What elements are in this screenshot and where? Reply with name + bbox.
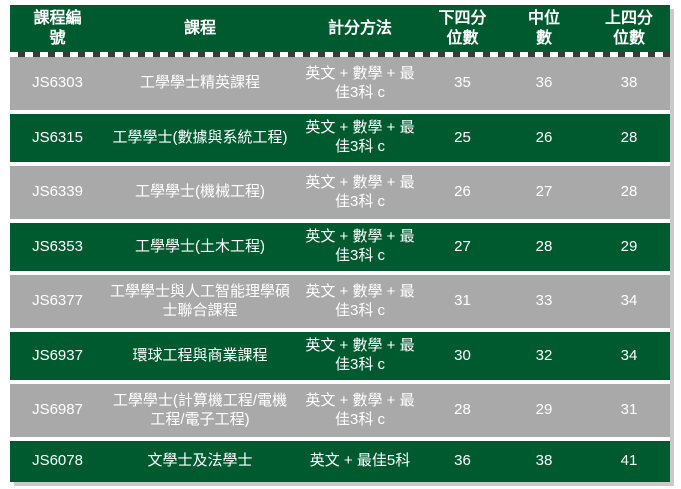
header-course: 課程: [105, 5, 295, 52]
lower-quartile-cell: 35: [454, 74, 471, 92]
median-cell: 27: [535, 183, 553, 201]
course-name-cell: 文學士及法學士: [147, 452, 253, 470]
course-code-cell: JS6353: [32, 237, 83, 255]
scoring-method-cell: 英文 + 數學 + 最佳3科 c: [305, 337, 415, 373]
course-name-cell: 工學學士(機械工程): [135, 183, 265, 201]
scoring-method-cell: 英文 + 數學 + 最佳3科 c: [305, 228, 415, 264]
course-code-cell: JS6315: [32, 128, 83, 146]
upper-quartile-cell: 28: [620, 183, 638, 201]
header-course-code-label: 課程編號: [33, 10, 82, 47]
lower-quartile-cell: 31: [454, 292, 471, 310]
table-row: JS6303 工學學士精英課程 英文 + 數學 + 最佳3科 c 35 36 3…: [10, 57, 670, 110]
upper-quartile-cell: 34: [620, 346, 638, 364]
upper-quartile-cell: 38: [620, 74, 638, 92]
table-row: JS6078 文學士及法學士 英文 + 最佳5科 36 38 41: [10, 441, 670, 482]
median-cell: 38: [535, 452, 553, 470]
table-row: JS6353 工學學士(土木工程) 英文 + 數學 + 最佳3科 c 27 28…: [10, 223, 670, 271]
course-name-cell: 工學學士(數據與系統工程): [112, 128, 288, 146]
header-upper-quartile: 上四分位數: [588, 5, 670, 52]
lower-quartile-cell: 30: [454, 346, 471, 364]
median-cell: 36: [535, 74, 553, 92]
upper-quartile-cell: 31: [620, 401, 638, 419]
scoring-method-cell: 英文 + 數學 + 最佳3科 c: [305, 119, 415, 155]
scoring-method-cell: 英文 + 最佳5科: [309, 452, 411, 470]
median-cell: 29: [535, 401, 553, 419]
course-name-cell: 工學學士(計算機工程/電機工程/電子工程): [112, 391, 288, 428]
median-cell: 32: [535, 346, 553, 364]
lower-quartile-cell: 36: [454, 452, 471, 470]
course-name-cell: 工學學士(土木工程): [135, 237, 265, 255]
table-row: JS6987 工學學士(計算機工程/電機工程/電子工程) 英文 + 數學 + 最…: [10, 384, 670, 437]
dashed-separator: [10, 52, 670, 57]
header-upper-quartile-label: 上四分位數: [604, 10, 653, 47]
course-code-cell: JS6987: [32, 401, 83, 419]
median-cell: 33: [535, 292, 553, 310]
scoring-method-cell: 英文 + 數學 + 最佳3科 c: [305, 64, 415, 101]
header-course-code: 課程編號: [10, 5, 105, 52]
course-name-cell: 工學學士與人工智能理學碩士聯合課程: [110, 282, 291, 319]
lower-quartile-cell: 28: [454, 401, 471, 419]
upper-quartile-cell: 28: [620, 128, 638, 146]
upper-quartile-cell: 41: [620, 452, 638, 470]
table-row: JS6937 環球工程與商業課程 英文 + 數學 + 最佳3科 c 30 32 …: [10, 332, 670, 380]
header-scoring-method-label: 計分方法: [327, 19, 392, 37]
scoring-method-cell: 英文 + 數學 + 最佳3科 c: [305, 391, 415, 428]
scoring-method-cell: 英文 + 數學 + 最佳3科 c: [305, 282, 415, 319]
course-name-cell: 工學學士精英課程: [139, 74, 260, 92]
admission-scores-table: 課程編號 課程 計分方法 下四分位數 中位數 上四分位數 JS6303 工學學士…: [10, 5, 670, 482]
median-cell: 26: [535, 128, 553, 146]
course-code-cell: JS6078: [32, 452, 83, 470]
scoring-method-cell: 英文 + 數學 + 最佳3科 c: [305, 173, 415, 210]
median-cell: 28: [535, 237, 553, 255]
lower-quartile-cell: 25: [454, 128, 471, 146]
table-body: JS6303 工學學士精英課程 英文 + 數學 + 最佳3科 c 35 36 3…: [10, 57, 670, 482]
table-row: JS6315 工學學士(數據與系統工程) 英文 + 數學 + 最佳3科 c 25…: [10, 114, 670, 162]
header-course-label: 課程: [183, 19, 216, 37]
upper-quartile-cell: 34: [620, 292, 638, 310]
course-code-cell: JS6377: [32, 292, 83, 310]
lower-quartile-cell: 27: [454, 237, 471, 255]
header-scoring-method: 計分方法: [295, 5, 425, 52]
table-header-row: 課程編號 課程 計分方法 下四分位數 中位數 上四分位數: [10, 5, 670, 52]
table-row: JS6339 工學學士(機械工程) 英文 + 數學 + 最佳3科 c 26 27…: [10, 166, 670, 219]
header-lower-quartile-label: 下四分位數: [438, 10, 487, 47]
header-median-label: 中位數: [527, 10, 560, 47]
header-lower-quartile: 下四分位數: [425, 5, 500, 52]
course-name-cell: 環球工程與商業課程: [132, 346, 268, 364]
header-median: 中位數: [500, 5, 588, 52]
course-code-cell: JS6937: [32, 346, 83, 364]
course-code-cell: JS6303: [32, 74, 83, 92]
lower-quartile-cell: 26: [454, 183, 471, 201]
upper-quartile-cell: 29: [620, 237, 638, 255]
table-row: JS6377 工學學士與人工智能理學碩士聯合課程 英文 + 數學 + 最佳3科 …: [10, 275, 670, 328]
course-code-cell: JS6339: [32, 183, 83, 201]
